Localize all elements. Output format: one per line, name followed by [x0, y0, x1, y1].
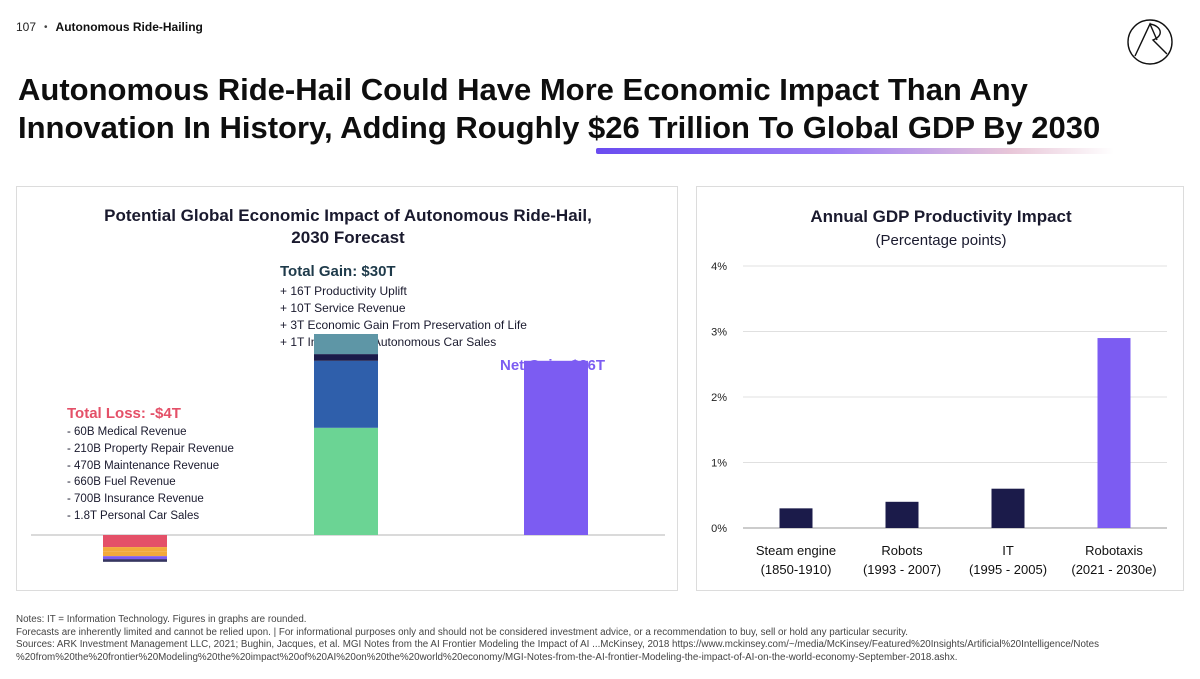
notes-line: Notes: IT = Information Technology. Figu… — [16, 614, 307, 625]
y-tick-label: 4% — [711, 261, 727, 273]
section-title: Autonomous Ride-Hailing — [55, 20, 203, 34]
right-chart-title: Annual GDP Productivity Impact — [810, 207, 1072, 226]
bar-robotaxis — [1097, 338, 1131, 528]
gdp-productivity-panel: Annual GDP Productivity Impact (Percenta… — [696, 186, 1184, 591]
page-title: Autonomous Ride-Hail Could Have More Eco… — [18, 72, 1101, 145]
list-item: - 660B Fuel Revenue — [67, 476, 176, 489]
sources-line: Sources: ARK Investment Management LLC, … — [16, 639, 1099, 650]
y-tick-label: 0% — [711, 523, 727, 535]
gdp-productivity-chart: 0% 1% 2% 3% 4% Steam engine (1850-1910) Robots (… — [711, 261, 1167, 577]
bar-segment-total-loss-insurance-revenue — [103, 547, 167, 552]
bar-segment-total-loss-maintenance-revenue — [103, 556, 167, 560]
x-tick-label: IT — [1002, 543, 1014, 558]
economic-impact-panel: Potential Global Economic Impact of Auto… — [16, 186, 678, 591]
title-underline — [596, 148, 1114, 154]
bar-segment-total-gain-incremental-autonomous-car-sales — [314, 334, 378, 355]
economic-impact-chart — [31, 334, 665, 562]
bar-segment-total-loss-property-repair-revenue — [103, 559, 167, 561]
sources-line: %20from%20the%20frontier%20Modeling%20th… — [16, 651, 958, 663]
bar-segment-total-loss-fuel-revenue — [103, 551, 167, 557]
x-tick-sublabel: (1995 - 2005) — [969, 562, 1047, 577]
list-item: - 210B Property Repair Revenue — [67, 442, 234, 455]
left-chart-title-line2: 2030 Forecast — [291, 228, 405, 247]
bar-it — [991, 488, 1025, 528]
page-header: 107 • Autonomous Ride-Hailing — [16, 20, 203, 34]
bar-segment-total-loss-medical-revenue — [103, 560, 167, 562]
x-tick-sublabel: (1993 - 2007) — [863, 562, 941, 577]
x-tick-sublabel: (2021 - 2030e) — [1071, 562, 1156, 577]
y-tick-label: 3% — [711, 327, 727, 339]
y-tick-label: 2% — [711, 392, 727, 404]
right-chart-subtitle: (Percentage points) — [875, 232, 1007, 249]
bar-segment-total-gain-service-revenue — [314, 360, 378, 428]
left-chart-title-line1: Potential Global Economic Impact of Auto… — [104, 206, 592, 225]
ark-logo-icon — [1127, 19, 1173, 65]
bar-segment-net-gain-net-gain — [524, 360, 588, 535]
bar-robots — [885, 501, 919, 528]
list-item: + 16T Productivity Uplift — [280, 284, 407, 298]
bar-segment-total-gain-economic-gain-from-preservation-of-life — [314, 354, 378, 361]
list-item: - 700B Insurance Revenue — [67, 493, 204, 506]
total-loss-heading: Total Loss: -$4T — [67, 405, 181, 422]
total-loss-list: - 60B Medical Revenue - 210B Property Re… — [67, 424, 234, 525]
notes-line: Forecasts are inherently limited and can… — [16, 626, 909, 638]
x-tick-label: Steam engine — [756, 543, 836, 558]
list-item: - 470B Maintenance Revenue — [67, 459, 220, 472]
x-tick-sublabel: (1850-1910) — [761, 562, 832, 577]
separator-dot: • — [44, 21, 48, 33]
list-item: + 3T Economic Gain From Preservation of … — [280, 318, 527, 332]
bar-segment-total-loss-personal-car-sales — [103, 535, 167, 548]
page-number: 107 — [16, 20, 37, 34]
x-tick-label: Robots — [881, 543, 923, 558]
list-item: + 10T Service Revenue — [280, 301, 406, 315]
y-tick-label: 1% — [711, 458, 727, 470]
bar-steam-engine — [779, 508, 813, 528]
list-item: - 1.8T Personal Car Sales — [67, 509, 200, 522]
bar-segment-total-gain-productivity-uplift — [314, 427, 378, 535]
total-gain-heading: Total Gain: $30T — [280, 263, 396, 280]
footnotes: Notes: IT = Information Technology. Figu… — [16, 614, 1191, 664]
x-tick-label: Robotaxis — [1085, 543, 1143, 558]
list-item: - 60B Medical Revenue — [67, 426, 187, 438]
